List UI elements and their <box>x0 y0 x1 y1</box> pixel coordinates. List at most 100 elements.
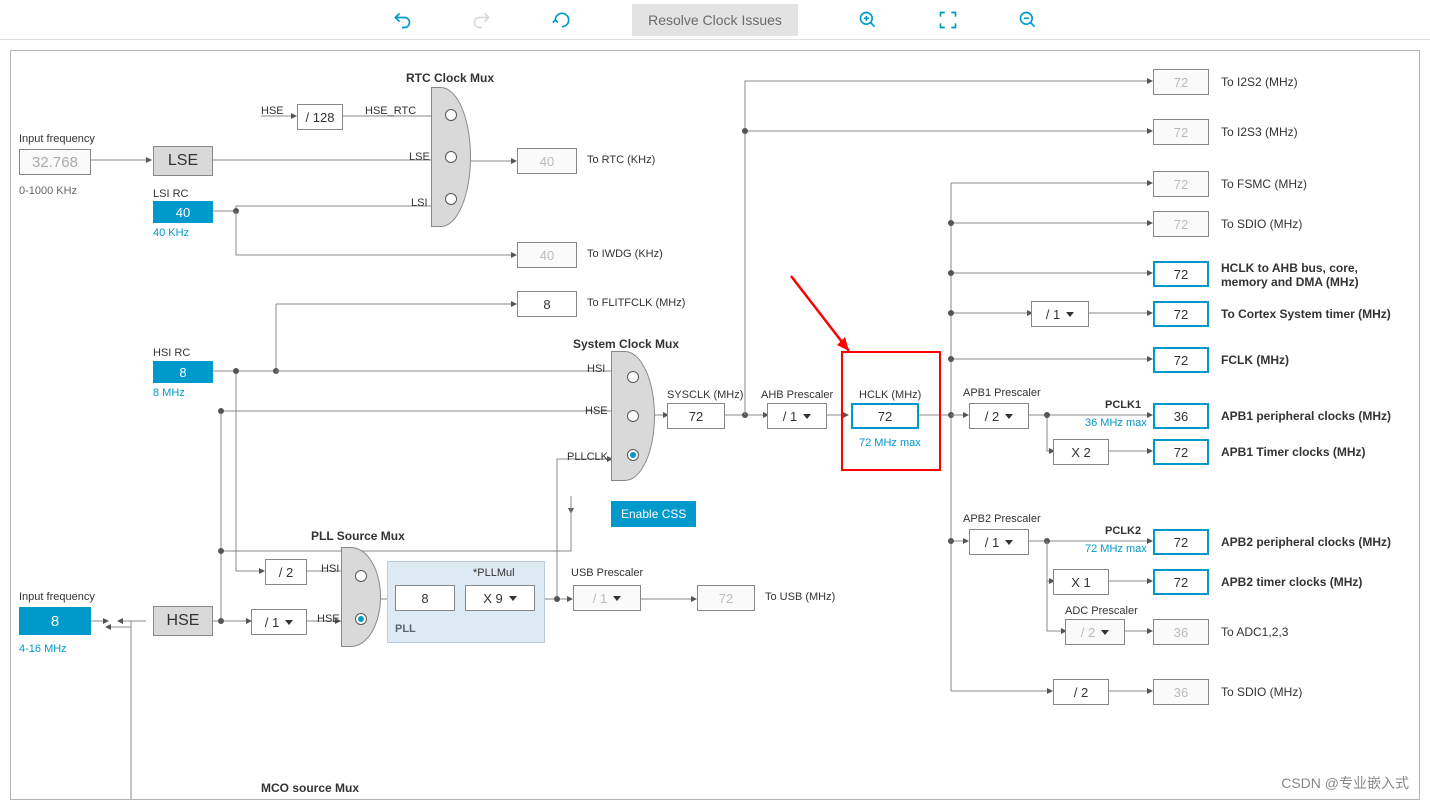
pll-src-value: 8 <box>395 585 455 611</box>
clock-tree-canvas: Input frequency 32.768 0-1000 KHz LSE LS… <box>10 50 1420 800</box>
redo-icon[interactable] <box>472 10 492 30</box>
fit-icon[interactable] <box>938 10 958 30</box>
out-i2s3-val: 72 <box>1153 119 1209 145</box>
hse-rtc-in: HSE <box>261 105 284 117</box>
sys-hsi: HSI <box>587 363 605 375</box>
pllmul-dropdown[interactable]: X 9 <box>465 585 535 611</box>
hsi-value: 8 <box>153 361 213 383</box>
lse-source: LSE <box>153 146 213 176</box>
out-apb1p-val: 36 <box>1153 403 1209 429</box>
pllmul-label: *PLLMul <box>473 567 515 579</box>
rtc-div128: / 128 <box>297 104 343 130</box>
out-fsmc-val: 72 <box>1153 171 1209 197</box>
toolbar: Resolve Clock Issues <box>0 0 1430 40</box>
sysclk-label: SYSCLK (MHz) <box>667 389 743 401</box>
flit-value: 8 <box>517 291 577 317</box>
ahb-div-dropdown[interactable]: / 1 <box>767 403 827 429</box>
enable-css-button[interactable]: Enable CSS <box>611 501 696 527</box>
out-fclk-label: FCLK (MHz) <box>1221 353 1289 367</box>
apb2-mul: X 1 <box>1053 569 1109 595</box>
zoom-in-icon[interactable] <box>858 10 878 30</box>
out-fclk-val: 72 <box>1153 347 1209 373</box>
pclk1-max: 36 MHz max <box>1085 417 1147 429</box>
mco-title: MCO source Mux <box>261 781 359 795</box>
pll-src-title: PLL Source Mux <box>311 529 405 543</box>
apb2-div-dropdown[interactable]: / 1 <box>969 529 1029 555</box>
hsi-label: HSI RC <box>153 347 190 359</box>
out-apb2t-val: 72 <box>1153 569 1209 595</box>
lse-freq-value: 32.768 <box>19 149 91 175</box>
rtc-mux-title: RTC Clock Mux <box>406 71 494 85</box>
usb-title: USB Prescaler <box>571 567 643 579</box>
iwdg-label: To IWDG (KHz) <box>587 248 663 260</box>
pclk2-label: PCLK2 <box>1105 525 1141 537</box>
pll-div2: / 2 <box>265 559 307 585</box>
out-apb2t-label: APB2 timer clocks (MHz) <box>1221 575 1362 589</box>
undo-icon[interactable] <box>392 10 412 30</box>
hse-freq-label: Input frequency <box>19 591 95 603</box>
adc-div-dropdown[interactable]: / 2 <box>1065 619 1125 645</box>
hsi-unit: 8 MHz <box>153 387 185 399</box>
apb1-div-dropdown[interactable]: / 2 <box>969 403 1029 429</box>
lse-freq-label: Input frequency <box>19 133 95 145</box>
rtc-lsi-label: LSI <box>411 197 428 209</box>
resolve-button[interactable]: Resolve Clock Issues <box>632 4 798 36</box>
zoom-out-icon[interactable] <box>1018 10 1038 30</box>
flit-label: To FLITFCLK (MHz) <box>587 297 685 309</box>
pll-hse: HSE <box>317 613 340 625</box>
adc-title: ADC Prescaler <box>1065 605 1138 617</box>
out-sdio2-label: To SDIO (MHz) <box>1221 685 1302 699</box>
out-ahb-val: 72 <box>1153 261 1209 287</box>
apb1-title: APB1 Prescaler <box>963 387 1041 399</box>
out-cortex-label: To Cortex System timer (MHz) <box>1221 307 1391 321</box>
out-apb2p-val: 72 <box>1153 529 1209 555</box>
out-i2s2-val: 72 <box>1153 69 1209 95</box>
out-i2s3-label: To I2S3 (MHz) <box>1221 125 1298 139</box>
hse-freq-value[interactable]: 8 <box>19 607 91 635</box>
lse-range: 0-1000 KHz <box>19 185 77 197</box>
pll-hsi: HSI <box>321 563 339 575</box>
out-adc-label: To ADC1,2,3 <box>1221 625 1288 639</box>
hclk-value[interactable]: 72 <box>851 403 919 429</box>
hse-rtc-label: HSE_RTC <box>365 105 416 117</box>
out-apb2p-label: APB2 peripheral clocks (MHz) <box>1221 535 1391 549</box>
lsi-value: 40 <box>153 201 213 223</box>
out-sdio-label: To SDIO (MHz) <box>1221 217 1302 231</box>
rtc-value: 40 <box>517 148 577 174</box>
usb-label: To USB (MHz) <box>765 591 835 603</box>
out-adc-val: 36 <box>1153 619 1209 645</box>
cortex-div-dropdown[interactable]: / 1 <box>1031 301 1089 327</box>
pll-source-mux[interactable] <box>341 547 381 647</box>
out-cortex-val: 72 <box>1153 301 1209 327</box>
rtc-out-label: To RTC (KHz) <box>587 154 655 166</box>
system-clock-mux[interactable] <box>611 351 655 481</box>
hse-source: HSE <box>153 606 213 636</box>
pclk2-max: 72 MHz max <box>1085 543 1147 555</box>
out-apb1t-val: 72 <box>1153 439 1209 465</box>
usb-value: 72 <box>697 585 755 611</box>
pclk1-label: PCLK1 <box>1105 399 1141 411</box>
apb1-mul: X 2 <box>1053 439 1109 465</box>
sdio-div2: / 2 <box>1053 679 1109 705</box>
hclk-title: HCLK (MHz) <box>859 389 921 401</box>
out-apb1t-label: APB1 Timer clocks (MHz) <box>1221 445 1366 459</box>
out-fsmc-label: To FSMC (MHz) <box>1221 177 1307 191</box>
sys-pllclk: PLLCLK <box>567 451 608 463</box>
hse-div-dropdown[interactable]: / 1 <box>251 609 307 635</box>
out-i2s2-label: To I2S2 (MHz) <box>1221 75 1298 89</box>
out-sdio2-val: 36 <box>1153 679 1209 705</box>
out-sdio-val: 72 <box>1153 211 1209 237</box>
rtc-mux[interactable] <box>431 87 471 227</box>
hclk-max: 72 MHz max <box>859 437 921 449</box>
pll-label: PLL <box>395 623 416 635</box>
sysclk-value: 72 <box>667 403 725 429</box>
out-ahb-label: HCLK to AHB bus, core, memory and DMA (M… <box>1221 261 1391 290</box>
iwdg-value: 40 <box>517 242 577 268</box>
ahb-title: AHB Prescaler <box>761 389 833 401</box>
watermark: CSDN @专业嵌入式 <box>1281 773 1409 793</box>
usb-div-dropdown[interactable]: / 1 <box>573 585 641 611</box>
sys-hse: HSE <box>585 405 608 417</box>
rtc-lse-label: LSE <box>409 151 430 163</box>
refresh-icon[interactable] <box>552 10 572 30</box>
hse-range: 4-16 MHz <box>19 643 67 655</box>
